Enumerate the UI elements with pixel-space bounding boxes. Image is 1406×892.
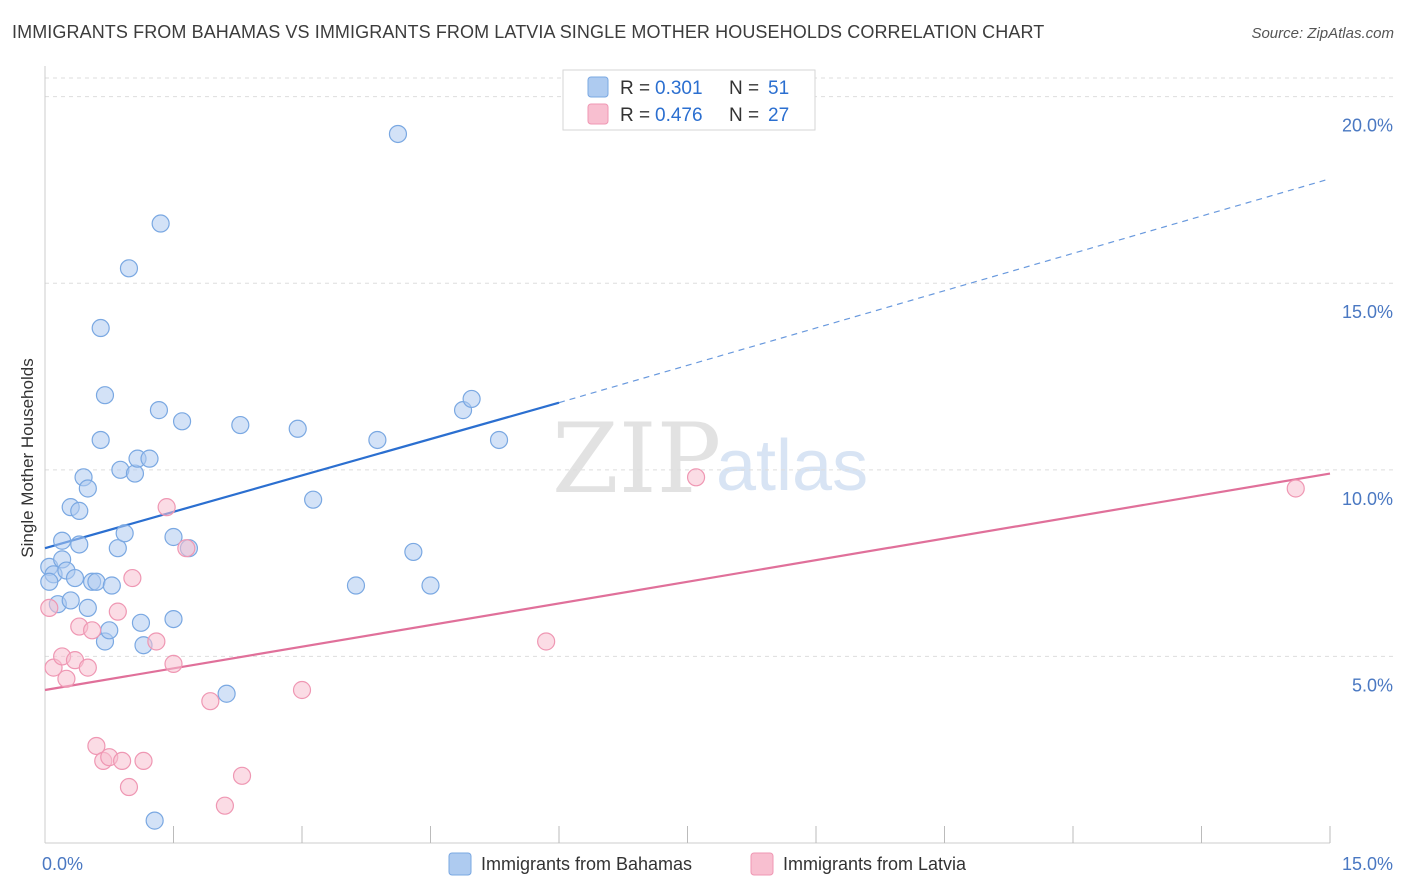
x-tick-label-min: 0.0% xyxy=(42,854,83,874)
watermark: ZIP atlas xyxy=(552,403,868,515)
chart-title: IMMIGRANTS FROM BAHAMAS VS IMMIGRANTS FR… xyxy=(12,22,1045,42)
point-bahamas-2 xyxy=(40,572,59,591)
legend-swatch-latvia xyxy=(587,103,609,125)
legend-swatch-bahamas xyxy=(587,76,609,98)
point-bahamas-35 xyxy=(164,609,183,629)
point-bahamas-50 xyxy=(489,430,509,450)
point-latvia-21 xyxy=(215,796,234,815)
point-bahamas-47 xyxy=(421,576,440,595)
point-bahamas-8 xyxy=(65,568,85,588)
point-latvia-18 xyxy=(164,654,183,673)
point-latvia-24 xyxy=(537,632,556,651)
point-latvia-0 xyxy=(40,598,59,618)
point-bahamas-40 xyxy=(231,415,250,435)
point-bahamas-27 xyxy=(125,464,145,483)
legend-n-label-latvia: N = xyxy=(729,105,759,126)
point-latvia-6 xyxy=(78,658,97,677)
point-bahamas-10 xyxy=(70,535,89,554)
point-bahamas-7 xyxy=(61,591,80,610)
point-bahamas-21 xyxy=(100,621,119,640)
point-bahamas-22 xyxy=(102,576,121,595)
point-latvia-11 xyxy=(108,602,127,621)
point-latvia-20 xyxy=(201,692,220,711)
bottom-legend-label-bahamas: Immigrants from Bahamas xyxy=(481,854,692,874)
point-bahamas-17 xyxy=(91,430,110,450)
y-axis-title: Single Mother Households xyxy=(18,358,37,557)
point-bahamas-43 xyxy=(346,576,366,595)
bottom-legend-label-latvia: Immigrants from Latvia xyxy=(783,854,967,874)
point-bahamas-29 xyxy=(131,613,151,632)
legend-r-value-bahamas: 0.301 xyxy=(655,78,703,99)
point-bahamas-20 xyxy=(95,386,115,405)
point-bahamas-32 xyxy=(145,811,164,830)
source-credit: Source: ZipAtlas.com xyxy=(1251,25,1394,42)
point-latvia-16 xyxy=(147,632,166,651)
legend-r-value-latvia: 0.476 xyxy=(655,105,703,126)
point-bahamas-26 xyxy=(119,259,139,278)
legend-r-label-latvia: R = xyxy=(620,105,650,126)
point-bahamas-34 xyxy=(151,214,170,233)
point-bahamas-18 xyxy=(91,318,110,338)
point-bahamas-23 xyxy=(108,539,127,558)
watermark-zip: ZIP xyxy=(552,403,721,515)
y-tick-label-2: 15.0% xyxy=(1342,302,1393,322)
point-latvia-7 xyxy=(83,621,102,640)
bottom-legend-swatch-latvia xyxy=(750,852,774,876)
trend-line-bahamas xyxy=(44,401,560,550)
point-latvia-19 xyxy=(177,539,196,558)
legend-n-value-latvia: 27 xyxy=(768,105,789,126)
point-latvia-14 xyxy=(123,568,142,588)
point-bahamas-16 xyxy=(87,572,106,591)
axes xyxy=(44,66,1331,844)
point-bahamas-11 xyxy=(70,501,89,520)
correlation-legend: R = 0.301 N = 51 R = 0.476 N = 27 xyxy=(562,69,816,131)
y-tick-label-1: 10.0% xyxy=(1342,489,1393,509)
point-latvia-15 xyxy=(134,751,153,771)
point-latvia-23 xyxy=(292,680,312,700)
point-bahamas-36 xyxy=(164,527,183,547)
legend-n-value-bahamas: 51 xyxy=(768,78,789,99)
gridlines xyxy=(45,77,1393,657)
point-bahamas-46 xyxy=(404,542,423,562)
point-latvia-17 xyxy=(157,498,176,517)
point-bahamas-41 xyxy=(288,419,307,438)
trend-line-bahamas-extension xyxy=(558,178,1331,404)
x-tick-label-max: 15.0% xyxy=(1342,854,1393,874)
trend-lines xyxy=(44,178,1331,692)
point-bahamas-4 xyxy=(53,531,72,550)
point-bahamas-37 xyxy=(172,412,192,431)
watermark-atlas: atlas xyxy=(716,426,868,506)
point-bahamas-25 xyxy=(115,524,134,543)
point-bahamas-31 xyxy=(140,449,159,468)
point-bahamas-33 xyxy=(149,401,169,420)
point-latvia-8 xyxy=(87,736,106,756)
y-tick-label-0: 5.0% xyxy=(1352,675,1393,695)
point-bahamas-42 xyxy=(304,490,323,509)
point-bahamas-44 xyxy=(368,430,387,450)
data-points xyxy=(40,124,1305,830)
point-latvia-12 xyxy=(112,751,132,771)
y-tick-label-3: 20.0% xyxy=(1342,116,1393,136)
point-latvia-25 xyxy=(686,468,706,487)
point-bahamas-45 xyxy=(388,124,408,144)
bottom-legend-swatch-bahamas xyxy=(448,852,472,876)
point-latvia-13 xyxy=(119,777,139,797)
point-bahamas-14 xyxy=(78,479,97,498)
point-latvia-26 xyxy=(1286,479,1305,498)
trend-line-latvia xyxy=(44,472,1331,692)
point-latvia-3 xyxy=(57,669,76,688)
series-legend: Immigrants from Bahamas Immigrants from … xyxy=(448,852,967,876)
legend-n-label-bahamas: N = xyxy=(729,78,759,99)
legend-r-label-bahamas: R = xyxy=(620,78,650,99)
point-latvia-22 xyxy=(232,766,252,785)
y-tick-labels: 5.0% 10.0% 15.0% 20.0% xyxy=(1342,116,1393,696)
point-bahamas-13 xyxy=(78,598,97,618)
point-bahamas-49 xyxy=(462,389,481,409)
point-bahamas-39 xyxy=(217,684,236,703)
